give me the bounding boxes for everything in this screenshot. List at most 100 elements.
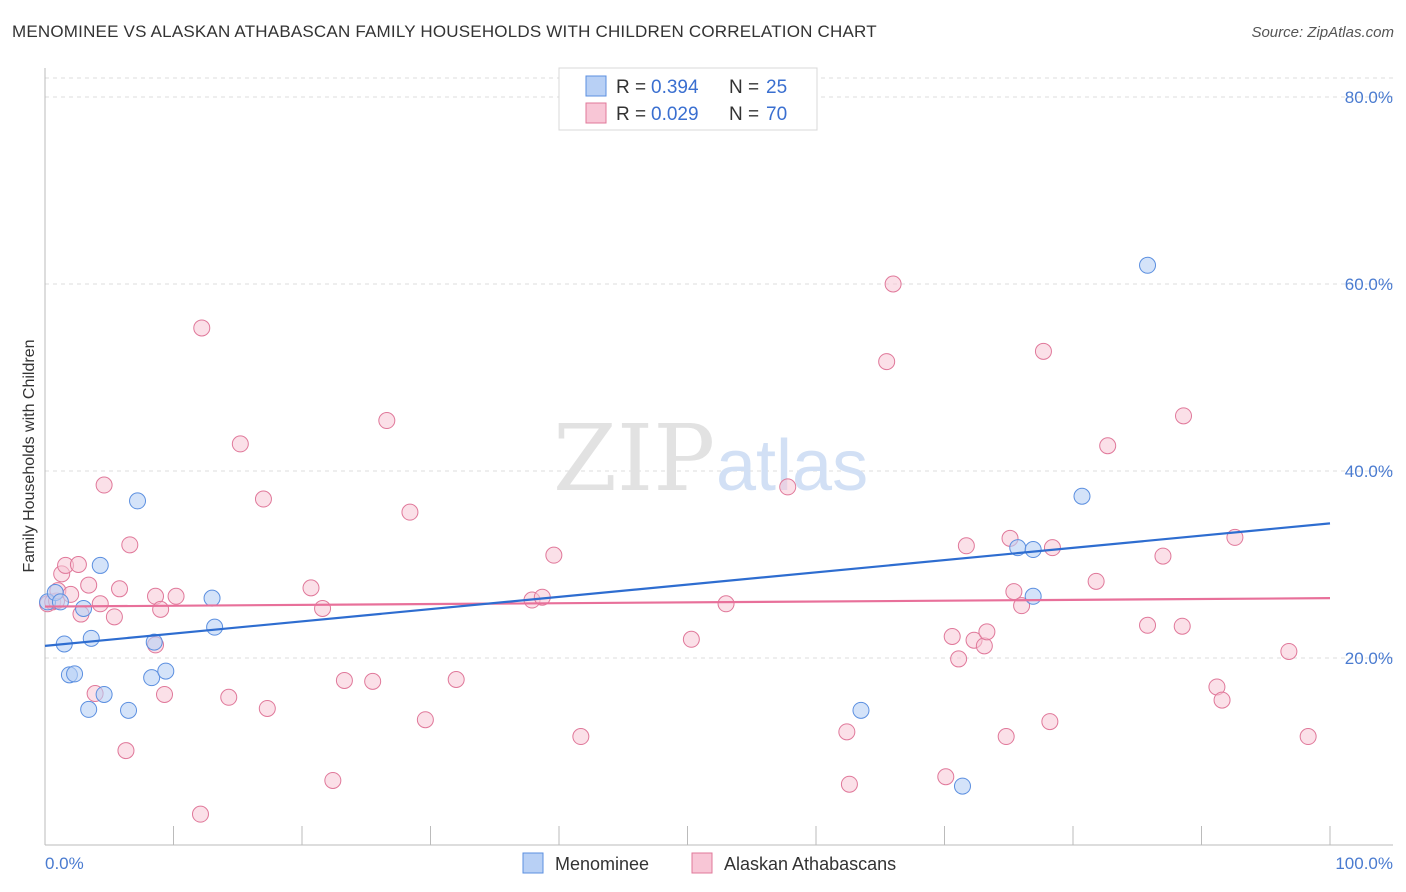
legend-n-label-1: N = bbox=[729, 77, 759, 98]
data-point-athabascan bbox=[1213, 691, 1231, 709]
data-point-athabascan bbox=[416, 711, 434, 729]
data-point-athabascan bbox=[779, 478, 797, 496]
data-point-athabascan bbox=[401, 503, 419, 521]
data-point-athabascan bbox=[975, 637, 993, 655]
data-point-athabascan bbox=[1087, 572, 1105, 590]
data-point-athabascan bbox=[997, 728, 1015, 746]
data-point-athabascan bbox=[364, 672, 382, 690]
legend-r-value-2: 0.029 bbox=[651, 104, 699, 125]
data-point-athabascan bbox=[111, 580, 129, 598]
data-point-athabascan bbox=[254, 490, 272, 508]
y-tick-label: 80.0% bbox=[1345, 88, 1393, 107]
data-point-menominee bbox=[852, 701, 870, 719]
data-point-menominee bbox=[75, 599, 93, 617]
chart-title: MENOMINEE VS ALASKAN ATHABASCAN FAMILY H… bbox=[12, 22, 877, 41]
data-point-menominee bbox=[953, 777, 971, 795]
data-point-athabascan bbox=[258, 699, 276, 717]
trend-line-menominee bbox=[44, 522, 1331, 647]
legend-swatch-menominee bbox=[585, 75, 607, 97]
legend-n-value-2: 70 bbox=[766, 104, 787, 125]
y-tick-label: 60.0% bbox=[1345, 275, 1393, 294]
data-point-athabascan bbox=[957, 537, 975, 555]
data-point-athabascan bbox=[1041, 713, 1059, 731]
data-point-athabascan bbox=[80, 576, 98, 594]
data-point-athabascan bbox=[121, 536, 139, 554]
data-point-menominee bbox=[95, 685, 113, 703]
data-point-athabascan bbox=[324, 771, 342, 789]
data-point-menominee bbox=[1139, 256, 1157, 274]
trend-lines bbox=[44, 522, 1331, 647]
legend-r-value-1: 0.394 bbox=[651, 77, 699, 98]
watermark: ZIP atlas bbox=[553, 405, 868, 512]
data-point-athabascan bbox=[950, 650, 968, 668]
data-point-athabascan bbox=[884, 275, 902, 293]
data-point-athabascan bbox=[95, 476, 113, 494]
data-point-athabascan bbox=[682, 630, 700, 648]
data-point-menominee bbox=[120, 701, 138, 719]
data-point-athabascan bbox=[117, 742, 135, 760]
data-point-athabascan bbox=[1175, 407, 1193, 425]
data-point-athabascan bbox=[220, 688, 238, 706]
data-point-menominee bbox=[203, 589, 221, 607]
bottom-legend-swatch-athabascan bbox=[691, 852, 713, 874]
y-tick-label: 40.0% bbox=[1345, 462, 1393, 481]
data-point-athabascan bbox=[302, 579, 320, 597]
data-point-menominee bbox=[91, 556, 109, 574]
data-point-athabascan bbox=[838, 723, 856, 741]
bottom-legend: Menominee Alaskan Athabascans bbox=[522, 852, 896, 874]
source-credit: Source: ZipAtlas.com bbox=[1251, 24, 1394, 41]
data-point-menominee bbox=[1024, 587, 1042, 605]
bottom-legend-label-athabascan: Alaskan Athabascans bbox=[724, 854, 896, 874]
data-point-athabascan bbox=[1099, 437, 1117, 455]
x-tick-label-min: 0.0% bbox=[45, 854, 84, 873]
data-point-athabascan bbox=[191, 805, 209, 823]
data-point-menominee bbox=[206, 618, 224, 636]
data-point-athabascan bbox=[545, 546, 563, 564]
data-point-athabascan bbox=[1154, 547, 1172, 565]
x-tick-labels: 0.0% 100.0% bbox=[45, 854, 1393, 873]
data-point-athabascan bbox=[1005, 583, 1023, 601]
data-point-athabascan bbox=[878, 353, 896, 371]
data-point-menominee bbox=[129, 492, 147, 510]
data-point-athabascan bbox=[943, 627, 961, 645]
legend-n-label-2: N = bbox=[729, 104, 759, 125]
data-point-athabascan bbox=[1013, 597, 1031, 615]
grid-lines bbox=[45, 77, 1393, 659]
data-point-athabascan bbox=[167, 587, 185, 605]
data-point-athabascan bbox=[717, 595, 735, 613]
legend-n-value-1: 25 bbox=[766, 77, 787, 98]
bottom-legend-label-menominee: Menominee bbox=[555, 854, 649, 874]
data-point-athabascan bbox=[335, 671, 353, 689]
data-point-menominee bbox=[66, 665, 84, 683]
y-tick-label: 20.0% bbox=[1345, 649, 1393, 668]
data-point-athabascan bbox=[378, 412, 396, 430]
data-point-athabascan bbox=[105, 608, 123, 626]
data-point-athabascan bbox=[231, 435, 249, 453]
data-point-athabascan bbox=[1299, 728, 1317, 746]
data-point-menominee bbox=[157, 662, 175, 680]
watermark-zip: ZIP bbox=[553, 405, 715, 512]
data-point-athabascan bbox=[193, 319, 211, 337]
data-point-athabascan bbox=[314, 599, 332, 617]
data-point-athabascan bbox=[937, 768, 955, 786]
data-point-menominee bbox=[1024, 541, 1042, 559]
legend-r-label-2: R = bbox=[616, 104, 646, 125]
data-point-menominee bbox=[143, 669, 161, 687]
x-tick-label-max: 100.0% bbox=[1335, 854, 1393, 873]
data-point-athabascan bbox=[69, 556, 87, 573]
data-point-athabascan bbox=[91, 595, 109, 613]
data-point-menominee bbox=[1073, 487, 1091, 505]
y-axis-title: Family Households with Children bbox=[21, 340, 38, 573]
data-point-menominee bbox=[145, 633, 163, 651]
legend: R = 0.394 N = 25 R = 0.029 N = 70 bbox=[558, 67, 818, 131]
legend-r-label-1: R = bbox=[616, 77, 646, 98]
bottom-legend-swatch-menominee bbox=[522, 852, 544, 874]
data-point-athabascan bbox=[1173, 617, 1191, 635]
data-point-athabascan bbox=[840, 775, 858, 793]
series-alaskan-athabascans bbox=[39, 275, 1317, 823]
data-point-athabascan bbox=[1034, 342, 1052, 360]
trend-line-athabascan bbox=[44, 597, 1331, 608]
data-point-athabascan bbox=[152, 600, 170, 618]
data-point-athabascan bbox=[447, 671, 465, 689]
